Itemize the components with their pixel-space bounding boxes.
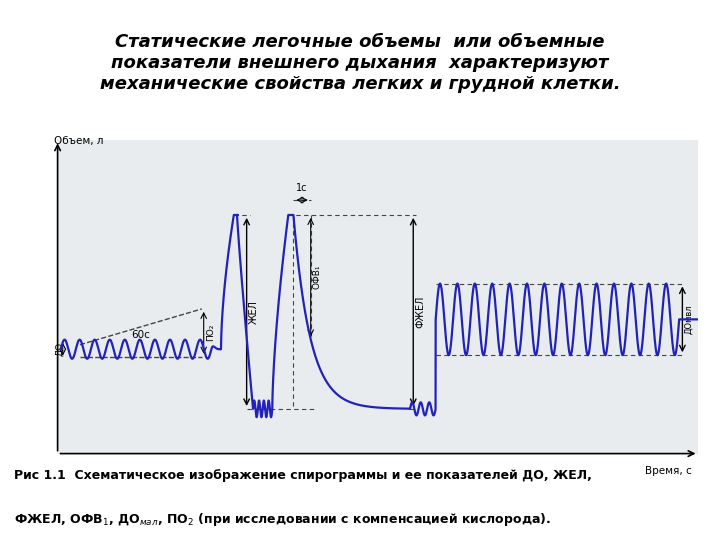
Text: ОФВ₁: ОФВ₁ (312, 265, 322, 289)
Text: Рис 1.1  Схематическое изображение спирограммы и ее показателей ДО, ЖЕЛ,: Рис 1.1 Схематическое изображение спирог… (14, 469, 593, 482)
Text: ФЖЕЛ, ОФВ$_1$, ДО$_{мал}$, ПО$_2$ (при исследовании с компенсацией кислорода).: ФЖЕЛ, ОФВ$_1$, ДО$_{мал}$, ПО$_2$ (при и… (14, 511, 552, 528)
Text: Объем, л: Объем, л (55, 137, 104, 146)
Text: ЖЕЛ: ЖЕЛ (249, 300, 259, 324)
Text: 1с: 1с (297, 183, 308, 193)
Text: ПО₂: ПО₂ (206, 324, 215, 341)
Text: Время, с: Время, с (645, 465, 692, 476)
Text: 60с: 60с (132, 330, 150, 340)
Text: ФЖЕЛ: ФЖЕЛ (416, 296, 426, 328)
Text: ДО: ДО (55, 342, 64, 356)
Text: ДОмвл: ДОмвл (684, 305, 693, 334)
Text: Статические легочные объемы  или объемные
показатели внешнего дыхания  характери: Статические легочные объемы или объемные… (99, 33, 621, 93)
